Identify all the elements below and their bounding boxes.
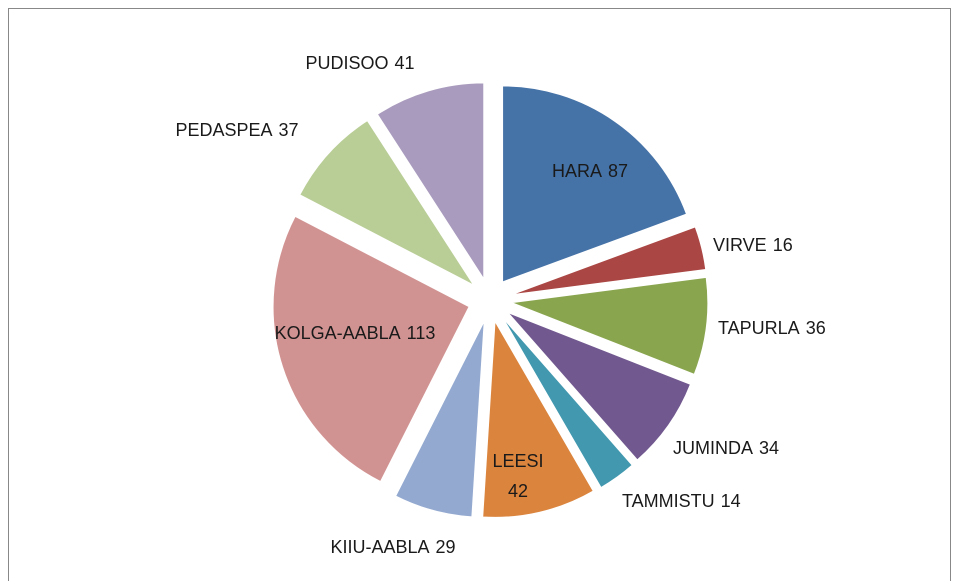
pie-slice — [299, 119, 476, 287]
pie-slice — [482, 319, 594, 518]
pie-slice — [502, 85, 688, 283]
pie-slice — [376, 82, 485, 281]
slice-label-value: 34 — [759, 438, 779, 458]
pie-slice — [394, 321, 485, 518]
pie-slice — [272, 215, 470, 483]
slice-label-name: HARA — [552, 161, 602, 181]
pie-slice — [502, 317, 633, 489]
slice-label-name: VIRVE — [713, 235, 767, 255]
pie-slice — [511, 276, 709, 376]
slice-label: JUMINDA 34 — [673, 438, 779, 458]
pie-slice — [511, 226, 707, 296]
slice-label-value: 113 — [407, 323, 436, 343]
slice-label: KOLGA-AABLA 113 — [275, 323, 436, 343]
slice-label-value: 37 — [279, 120, 299, 140]
slice-label-value: 87 — [608, 161, 628, 181]
slice-label-value: 14 — [721, 491, 741, 511]
slice-label-name: PEDASPEA — [175, 120, 272, 140]
slice-label: TAPURLA 36 — [718, 318, 826, 338]
slice-label: VIRVE 16 — [713, 235, 793, 255]
slice-label-name: KOLGA-AABLA — [275, 323, 401, 343]
slice-label-name: LEESI — [492, 451, 543, 471]
slice-label-name: PUDISOO — [305, 53, 388, 73]
slice-label: TAMMISTU 14 — [622, 491, 741, 511]
slice-label: KIIU-AABLA 29 — [330, 537, 455, 557]
slice-label-name: TAMMISTU — [622, 491, 715, 511]
slice-label: LEESI 42 — [492, 451, 543, 501]
slice-label: PUDISOO 41 — [305, 53, 414, 73]
slice-label-value: 42 — [508, 481, 528, 501]
slice-label-value: 41 — [394, 53, 414, 73]
slice-label-name: KIIU-AABLA — [330, 537, 429, 557]
slice-label-value: 29 — [436, 537, 456, 557]
slice-label-name: TAPURLA — [718, 318, 800, 338]
slice-label-name: JUMINDA — [673, 438, 753, 458]
slice-label: HARA 87 — [552, 161, 628, 181]
slice-label-value: 16 — [773, 235, 793, 255]
pie-slice — [507, 312, 692, 461]
slice-label-value: 36 — [806, 318, 826, 338]
slice-label: PEDASPEA 37 — [175, 120, 298, 140]
